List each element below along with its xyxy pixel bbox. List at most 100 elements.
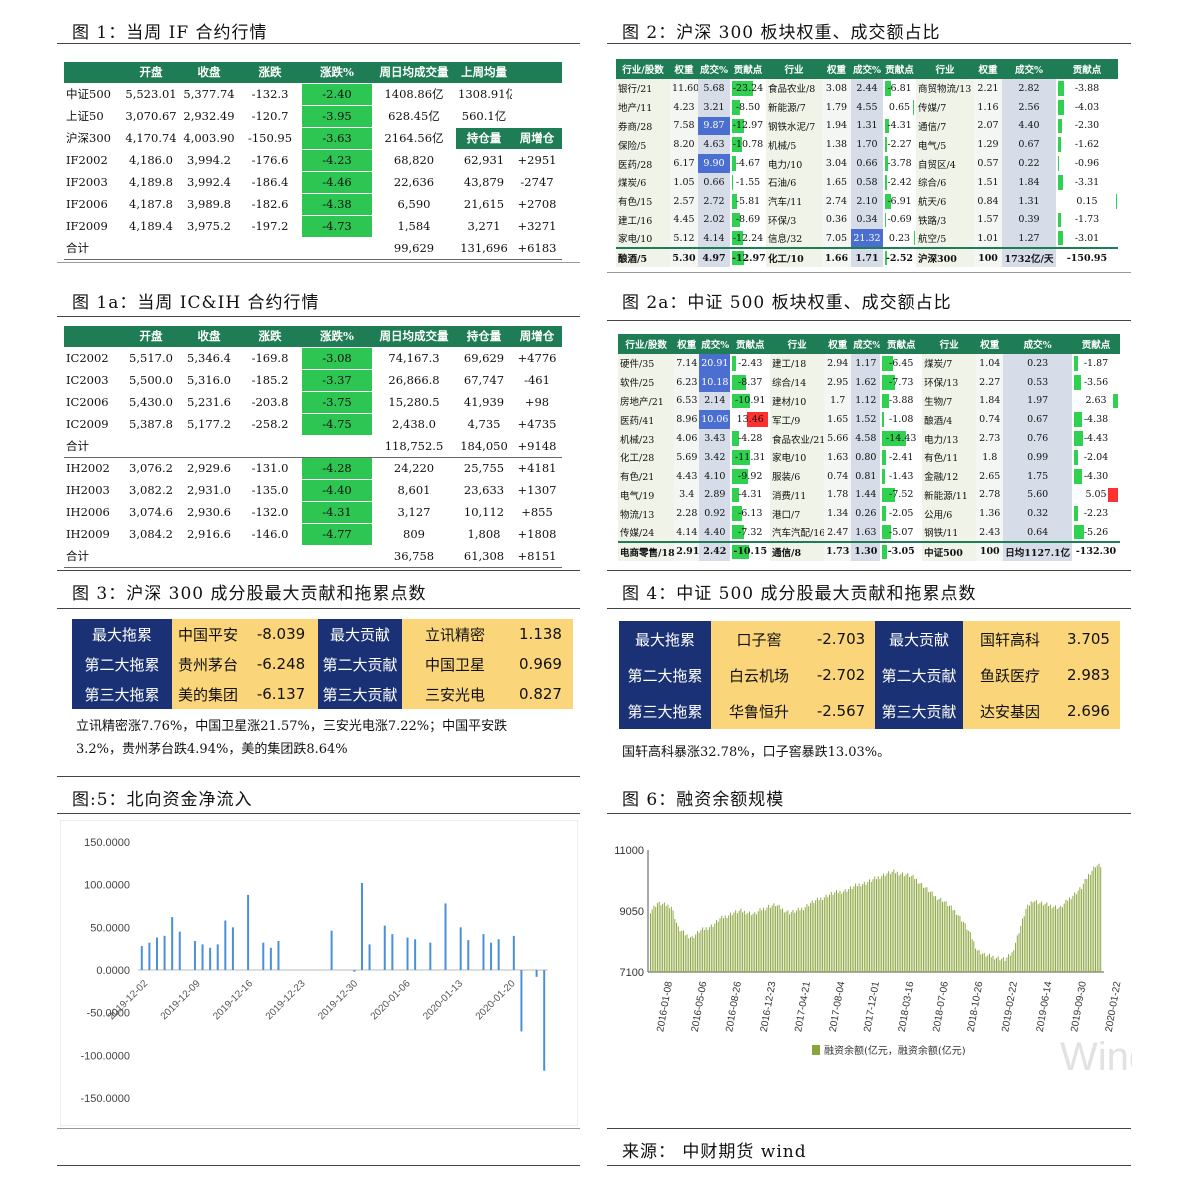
column-header: 行业	[922, 334, 977, 354]
table-cell: 传媒/7	[916, 97, 974, 117]
balance-bar	[966, 929, 968, 972]
table-cell: 券商/28	[616, 116, 670, 136]
fig3-note-line2: 3.2%，贵州茅台跌4.94%，美的集团跌8.64%	[76, 742, 348, 757]
table-cell: 1.7	[824, 391, 852, 411]
table-cell: 2,931.0	[180, 479, 238, 502]
balance-bar	[976, 950, 978, 972]
legend-swatch	[812, 1045, 820, 1055]
balance-bar	[703, 929, 705, 972]
column-header: 开盘	[122, 62, 180, 84]
balance-bar	[860, 886, 862, 972]
column-header: 权重	[822, 59, 851, 79]
balance-bar	[776, 905, 778, 972]
balance-bar	[903, 876, 905, 972]
contribution-bar	[913, 99, 914, 115]
column-header: 行业	[766, 59, 822, 79]
balance-bar	[1056, 908, 1058, 972]
balance-bar	[1039, 903, 1041, 972]
table-cell	[238, 434, 302, 458]
table-cell: 22,636	[372, 171, 456, 194]
table-cell: 国轩高科	[963, 621, 1057, 657]
table-row: IH2006 3,074.6 2,930.6 -132.0 -4.31 3,127 10,1…	[64, 501, 562, 524]
balance-bar	[689, 937, 691, 972]
table-cell: 2.72	[698, 191, 730, 211]
table-cell: IC2009	[64, 413, 122, 436]
contribution-value: -6.91	[887, 195, 912, 207]
table-cell: -3.08	[302, 347, 372, 370]
table-cell: 1.70	[851, 135, 883, 155]
table-cell: 5.66	[824, 429, 852, 448]
table-cell: 4,735	[456, 413, 512, 436]
contribution-cell: -12.97	[730, 247, 766, 267]
contribution-value: -2.27	[887, 139, 912, 151]
table-cell: -4.46	[302, 171, 372, 194]
balance-bar	[1055, 905, 1057, 972]
table-cell: 3,127	[372, 501, 456, 524]
table-cell: 2.73	[976, 429, 1004, 448]
balance-bar	[862, 884, 864, 972]
table-cell: 电力/10	[766, 154, 822, 173]
table-row: IH2003 3,082.2 2,931.0 -135.0 -4.40 8,601 23,6…	[64, 479, 562, 502]
table-cell: 0.34	[851, 210, 883, 230]
table-cell: 日均1127.1亿	[1003, 540, 1073, 561]
table-row: 房地产/21 6.53 2.14 -10.91 建材/10 1.7 1.12 -3.88 生物/…	[618, 391, 1120, 411]
table-cell: 中国卫星	[402, 649, 508, 679]
table-cell: 2,438.0	[372, 413, 456, 436]
table-cell: 2.65	[976, 466, 1004, 486]
table-cell: 上证50	[64, 105, 122, 128]
table-cell: -8.039	[244, 619, 318, 649]
flow-bar	[497, 939, 500, 970]
table-cell: 商贸物流/13	[916, 79, 974, 98]
table-cell: 36,758	[372, 544, 456, 568]
table-cell: 7.58	[670, 116, 698, 136]
balance-bar	[698, 932, 700, 972]
balance-bar	[719, 918, 721, 972]
contribution-value: -3.56	[1083, 376, 1109, 388]
table-cell: 汽车汽配/16	[770, 523, 825, 542]
table-cell: 保险/5	[616, 135, 670, 155]
balance-bar	[973, 941, 975, 972]
contribution-value: -1.62	[1074, 139, 1100, 151]
table-cell: 合计	[64, 236, 122, 260]
table-cell: 0.92	[699, 504, 731, 524]
table-cell: 第三大拖累	[619, 693, 711, 729]
table-cell: +3271	[512, 215, 562, 238]
balance-bar	[975, 948, 977, 972]
table-cell: 0.81	[851, 466, 881, 486]
table-cell: -4.23	[302, 149, 372, 172]
contribution-bar	[882, 525, 891, 539]
table-cell: 3.43	[699, 429, 731, 448]
flow-bar	[467, 940, 470, 970]
balance-bar	[1096, 865, 1098, 972]
contribution-bar	[882, 487, 895, 503]
balance-bar	[858, 883, 860, 972]
column-header: 贡献点	[880, 334, 923, 354]
contribution-value: -3.01	[1074, 232, 1100, 244]
balance-bar	[778, 904, 780, 972]
contribution-bar	[732, 156, 737, 171]
balance-bar	[987, 955, 989, 972]
balance-bar	[724, 915, 726, 972]
table-cell: 2.57	[670, 191, 698, 211]
fig6-bottom-rule	[607, 1128, 1131, 1129]
fig3-caption: 图 3：沪深 300 成分股最大贡献和拖累点数	[72, 584, 427, 604]
fig2-bottom-rule	[607, 272, 1131, 273]
contribution-bar	[882, 356, 894, 371]
table-cell: 医药/41	[618, 410, 675, 430]
column-header: 成交%	[851, 334, 881, 354]
balance-bar	[1089, 875, 1091, 972]
balance-bar	[830, 891, 832, 972]
contribution-cell: -1.62	[1056, 135, 1118, 154]
balance-bar	[721, 915, 723, 972]
balance-bar	[846, 891, 848, 972]
balance-bar	[818, 900, 820, 972]
contribution-value: -1.43	[889, 470, 914, 482]
contribution-bar	[1074, 525, 1085, 539]
table-cell: 航天/6	[916, 191, 974, 211]
table-row: 中证500 5,523.01 5,377.74 -132.3 -2.40 1408.86亿…	[64, 83, 562, 106]
balance-bar	[728, 915, 730, 972]
balance-bar	[874, 876, 876, 972]
table-row: 第二大拖累 白云机场 -2.702 第二大贡献 鱼跃医疗 2.983	[619, 657, 1120, 693]
contribution-bar	[1058, 174, 1064, 190]
balance-bar	[1049, 904, 1051, 972]
